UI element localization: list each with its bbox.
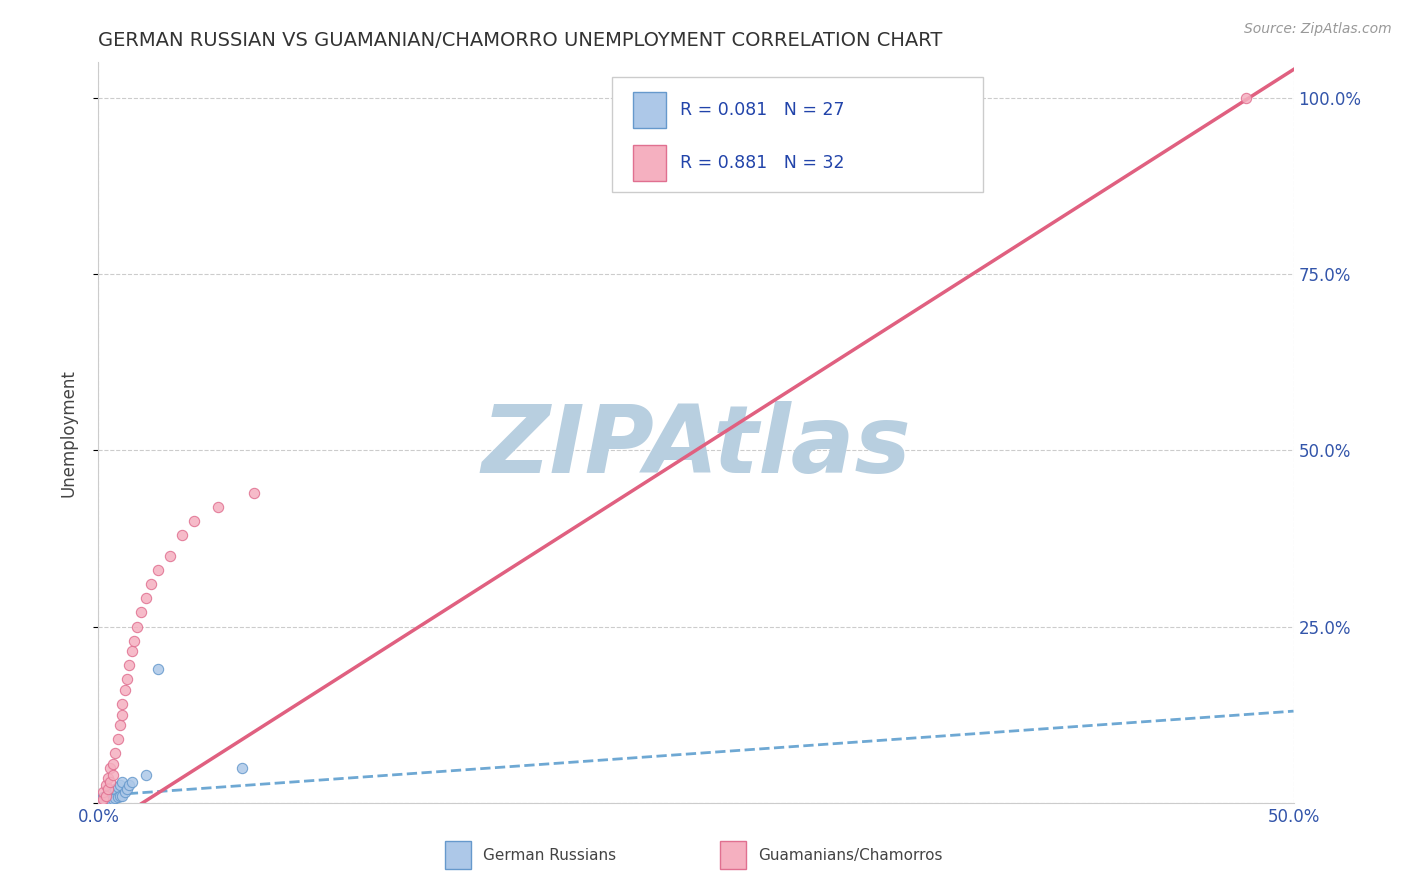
Point (121, 644, 143, 658)
Point (94, 789, 117, 803)
Point (243, 485, 266, 500)
Point (231, 760, 253, 774)
Point (107, 780, 129, 795)
Bar (633, 145, 666, 181)
Point (98, 792, 122, 806)
Point (97, 788, 120, 802)
Point (101, 767, 124, 781)
Point (101, 791, 124, 805)
Point (139, 577, 162, 591)
Text: Source: ZipAtlas.com: Source: ZipAtlas.com (1244, 22, 1392, 37)
Point (118, 658, 141, 673)
Point (108, 718, 131, 732)
Point (104, 781, 127, 796)
Point (91, 790, 114, 805)
Point (114, 683, 136, 698)
Point (94, 794, 117, 808)
Point (90, 796, 112, 810)
Point (94, 778, 117, 792)
Point (183, 514, 205, 528)
Point (108, 789, 131, 804)
Point (91, 785, 114, 799)
Point (148, 662, 170, 676)
Y-axis label: Unemployment: Unemployment (59, 368, 77, 497)
Point (101, 757, 124, 772)
Text: Guamanians/Chamorros: Guamanians/Chamorros (758, 848, 942, 863)
Point (94, 789, 117, 803)
Bar (446, 841, 471, 870)
Point (97, 781, 120, 796)
Point (91, 794, 114, 808)
Point (111, 707, 134, 722)
Point (207, 500, 229, 514)
Point (135, 767, 157, 781)
Point (98, 785, 122, 799)
Text: R = 0.881   N = 32: R = 0.881 N = 32 (681, 154, 845, 172)
Point (98, 774, 122, 789)
Point (118, 778, 141, 792)
Point (98, 760, 122, 774)
Point (148, 563, 170, 577)
Point (97, 793, 120, 807)
Point (115, 673, 138, 687)
Point (115, 781, 138, 796)
FancyBboxPatch shape (613, 78, 983, 192)
Bar (720, 841, 747, 870)
Point (111, 697, 134, 711)
Point (101, 783, 124, 797)
Point (114, 785, 136, 799)
Point (159, 549, 181, 563)
Point (135, 591, 157, 606)
Point (121, 774, 143, 789)
Point (124, 633, 146, 648)
Text: German Russians: German Russians (484, 848, 616, 863)
Point (97, 771, 120, 785)
Point (90, 796, 112, 810)
Bar (633, 92, 666, 128)
Text: R = 0.081   N = 27: R = 0.081 N = 27 (681, 101, 845, 119)
Text: ZIPAtlas: ZIPAtlas (481, 401, 911, 493)
Text: GERMAN RUSSIAN VS GUAMANIAN/CHAMORRO UNEMPLOYMENT CORRELATION CHART: GERMAN RUSSIAN VS GUAMANIAN/CHAMORRO UNE… (98, 31, 943, 50)
Point (131, 606, 153, 620)
Point (111, 789, 134, 803)
Point (107, 732, 129, 747)
Point (107, 790, 129, 805)
Point (1234, 91, 1257, 105)
Point (108, 778, 131, 792)
Point (104, 747, 127, 761)
Point (91, 792, 114, 806)
Point (125, 619, 148, 633)
Point (90, 792, 112, 806)
Point (111, 774, 134, 789)
Point (104, 790, 127, 805)
Point (172, 528, 194, 542)
